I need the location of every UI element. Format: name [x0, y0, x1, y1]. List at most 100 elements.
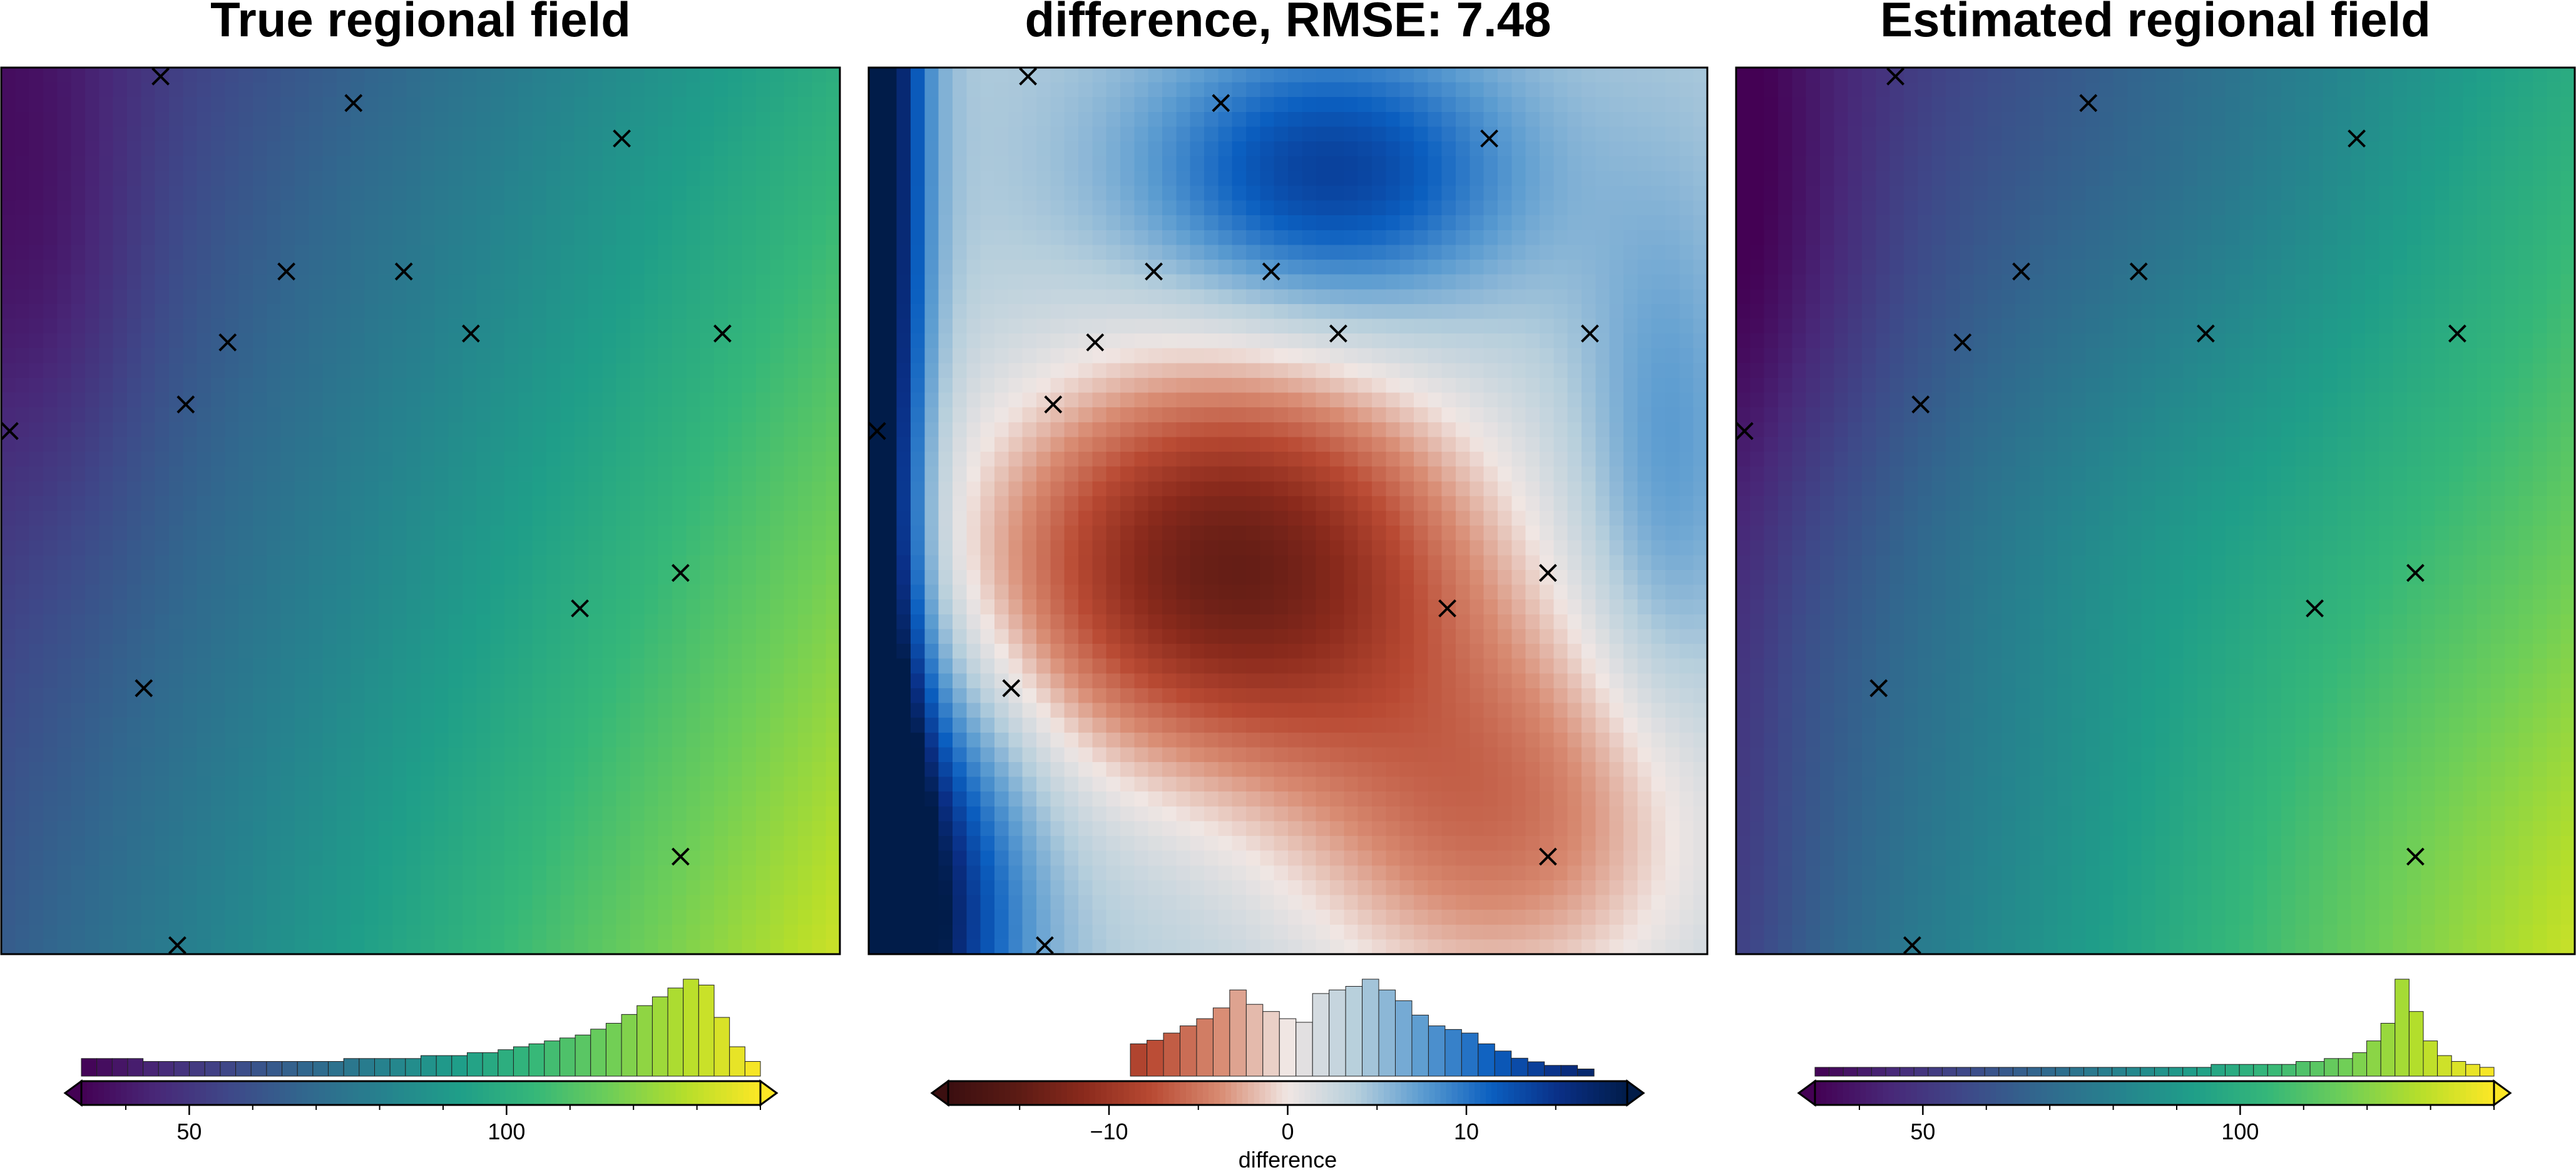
heatmap-cell [882, 200, 897, 216]
heatmap-cell [211, 836, 226, 852]
heatmap-cell [798, 776, 813, 793]
heatmap-cell [71, 718, 86, 733]
heatmap-cell [253, 156, 268, 172]
heatmap-cell [211, 776, 226, 793]
heatmap-cell [350, 569, 365, 586]
heatmap-cell [546, 599, 561, 615]
heatmap-cell [504, 865, 519, 881]
heatmap-cell [127, 422, 142, 438]
heatmap-cell [1651, 318, 1666, 334]
heatmap-cell [309, 82, 324, 98]
heatmap-cell [350, 200, 365, 216]
heatmap-cell [825, 68, 841, 83]
heatmap-cell [1456, 230, 1471, 246]
heatmap-cell [183, 215, 198, 231]
heatmap-cell [574, 584, 589, 600]
heatmap-cell [280, 747, 295, 763]
heatmap-cell [99, 761, 114, 778]
heatmap-cell [169, 245, 184, 260]
heatmap-cell [127, 481, 142, 497]
heatmap-cell [1288, 97, 1303, 113]
point-marker [394, 262, 413, 281]
heatmap-cell [183, 511, 198, 526]
heatmap-cell [546, 703, 561, 718]
heatmap-cell [742, 910, 757, 925]
heatmap-cell [546, 274, 561, 290]
heatmap-cell [1078, 230, 1093, 246]
heatmap-cell [337, 68, 352, 83]
heatmap-cell [700, 673, 715, 689]
heatmap-cell [1134, 141, 1149, 157]
heatmap-cell [980, 200, 995, 216]
heatmap-cell [1637, 97, 1652, 113]
heatmap-cell [686, 156, 701, 172]
heatmap-cell [141, 215, 156, 231]
heatmap-cell [742, 68, 757, 83]
heatmap-cell [309, 658, 324, 674]
heatmap-cell [658, 924, 673, 940]
heatmap-cell [1190, 200, 1205, 216]
heatmap-cell [141, 644, 156, 659]
heatmap-cell [1050, 363, 1065, 379]
heatmap-cell [379, 761, 394, 778]
heatmap-cell [309, 910, 324, 925]
heatmap-cell [630, 126, 645, 142]
heatmap-cell [350, 318, 365, 334]
heatmap-cell [392, 658, 407, 674]
heatmap-cell [57, 303, 72, 320]
heatmap-cell [504, 97, 519, 113]
heatmap-cell [1372, 82, 1387, 98]
heatmap-cell [127, 437, 142, 452]
heatmap-cell [267, 82, 282, 98]
heatmap-cell [1456, 348, 1471, 364]
heatmap-cell [1246, 392, 1261, 408]
heatmap-cell [448, 230, 463, 246]
heatmap-cell [71, 939, 86, 955]
heatmap-cell [1022, 377, 1037, 394]
heatmap-cell [588, 496, 603, 512]
heatmap-cell [85, 452, 100, 467]
heatmap-cell [127, 880, 142, 896]
heatmap-cell [1498, 68, 1513, 83]
heatmap-cell [1595, 260, 1610, 275]
heatmap-cell [1288, 82, 1303, 98]
heatmap-cell [322, 806, 337, 822]
heatmap-cell [225, 274, 240, 290]
heatmap-cell [953, 171, 968, 186]
heatmap-cell [980, 68, 995, 83]
heatmap-cell [238, 865, 253, 881]
heatmap-cell [1162, 245, 1177, 260]
heatmap-cell [1511, 68, 1526, 83]
heatmap-cell [644, 274, 659, 290]
heatmap-cell [742, 718, 757, 733]
heatmap-cell [1260, 245, 1275, 260]
heatmap-cell [1386, 97, 1401, 113]
heatmap-cell [322, 496, 337, 512]
heatmap-cell [616, 392, 631, 408]
heatmap-cell [602, 584, 617, 600]
heatmap-cell [490, 688, 505, 704]
heatmap-cell [253, 318, 268, 334]
heatmap-cell [784, 865, 799, 881]
heatmap-cell [392, 407, 407, 423]
heatmap-cell [742, 673, 757, 689]
heatmap-cell [869, 289, 884, 305]
heatmap-cell [588, 910, 603, 925]
heatmap-cell [504, 260, 519, 275]
heatmap-cell [490, 392, 505, 408]
heatmap-cell [253, 496, 268, 512]
heatmap-cell [1, 200, 16, 216]
heatmap-cell [770, 599, 785, 615]
heatmap-cell [141, 599, 156, 615]
heatmap-cell [1050, 171, 1065, 186]
heatmap-cell [1218, 200, 1233, 216]
heatmap-cell [756, 555, 771, 571]
heatmap-cell [183, 333, 198, 349]
heatmap-cell [784, 511, 799, 526]
heatmap-cell [463, 688, 478, 704]
heatmap-cell [322, 289, 337, 305]
heatmap-cell [588, 718, 603, 733]
heatmap-cell [616, 97, 631, 113]
heatmap-cell [1595, 274, 1610, 290]
heatmap-cell [1498, 126, 1513, 142]
